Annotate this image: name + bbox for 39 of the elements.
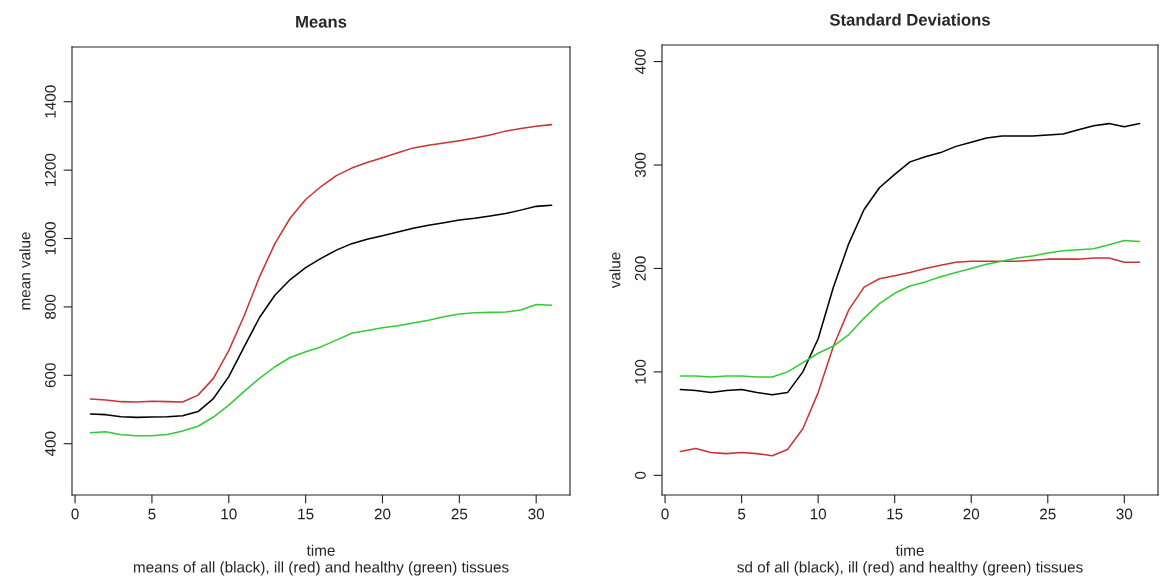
y-tick-label: 300 — [634, 152, 646, 178]
line-series — [679, 122, 1141, 396]
chart-title: Standard Deviations — [829, 13, 990, 26]
y-tick-label: 100 — [634, 359, 646, 384]
x-tick-label: 10 — [810, 508, 827, 520]
x-tick-label: 30 — [1116, 508, 1133, 520]
y-tick-label: 1000 — [44, 222, 56, 255]
x-tick-label: 15 — [887, 508, 903, 520]
y-tick-label: 1200 — [44, 153, 56, 186]
x-tick-label: 30 — [528, 508, 545, 520]
text: sd of all (black), ill (red) and healthy (green) tissues — [737, 561, 1083, 576]
line-series — [89, 123, 553, 403]
chart-title: Means — [296, 16, 347, 28]
y-tick-label: 400 — [44, 431, 56, 457]
y-tick-label: 600 — [44, 363, 56, 388]
x-tick-label: 25 — [1040, 508, 1056, 520]
y-tick-label: 1400 — [44, 85, 56, 118]
x-tick-label: 20 — [374, 508, 391, 520]
y-axis-title: value — [609, 252, 621, 289]
y-tick-label: 200 — [634, 256, 646, 281]
y-axis-title: mean value — [19, 232, 31, 310]
y-tick-label: 400 — [634, 49, 646, 74]
x-tick-label: 0 — [71, 508, 79, 520]
x-tick-label: 15 — [298, 508, 314, 520]
line-series — [679, 239, 1141, 378]
x-tick-label: 5 — [737, 508, 746, 520]
y-tick-label: 800 — [44, 294, 56, 319]
x-tick-label: 5 — [148, 508, 156, 520]
x-tick-label: 25 — [451, 508, 468, 520]
text: means of all (black), ill (red) and healthy (green) tissues — [133, 561, 509, 576]
y-tick-label: 0 — [634, 471, 646, 479]
x-axis-title: time — [895, 544, 924, 556]
line-series — [89, 204, 553, 419]
x-tick-label: 20 — [963, 508, 980, 520]
x-tick-label: 0 — [661, 508, 669, 520]
line-series — [89, 303, 553, 437]
line-series — [679, 257, 1141, 457]
x-axis-title: time — [306, 544, 335, 556]
x-tick-label: 10 — [221, 508, 237, 520]
